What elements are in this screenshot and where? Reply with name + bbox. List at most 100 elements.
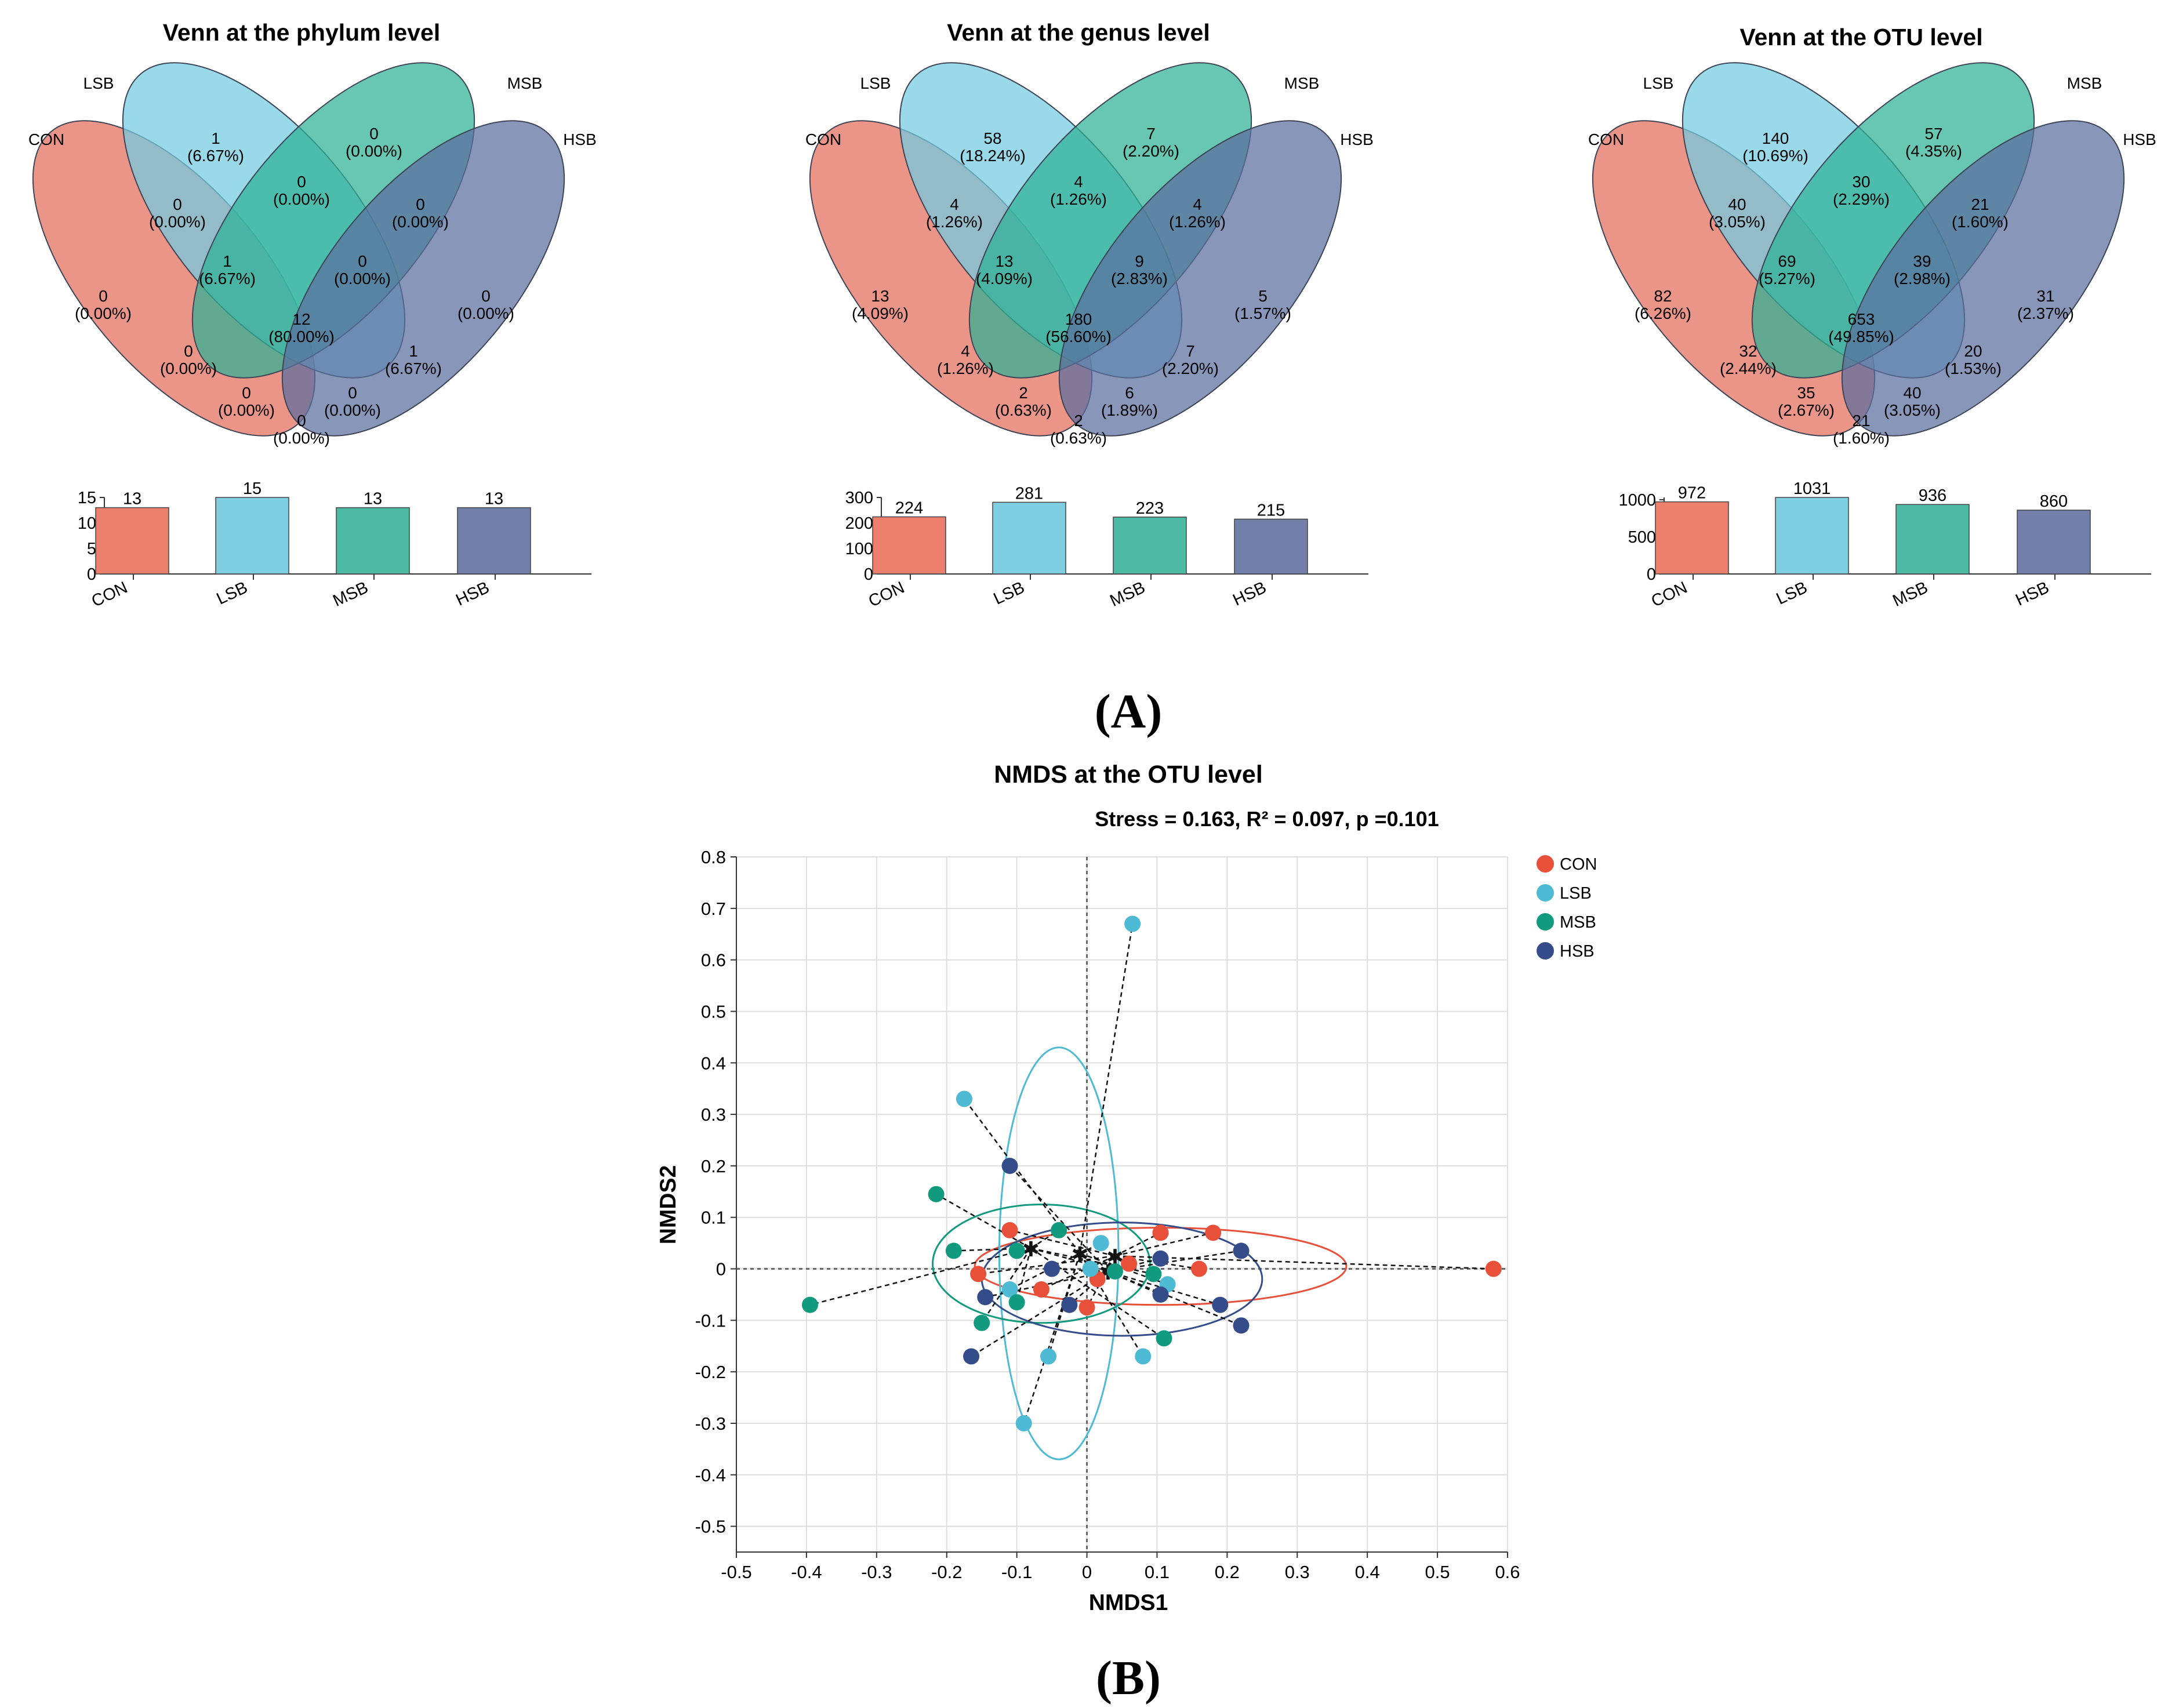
venn-region-count: 13 — [995, 252, 1013, 270]
spider-line-msb — [809, 1247, 1032, 1306]
nmds-stats: Stress = 0.163, R² = 0.097, p =0.101 — [1095, 807, 1439, 831]
venn-region-percent: (18.24%) — [960, 147, 1026, 165]
venn-region-percent: (1.60%) — [1952, 213, 2009, 231]
bar-con — [95, 507, 169, 575]
venn-region-count: 0 — [99, 287, 108, 305]
spider-line-msb — [1016, 1248, 1032, 1303]
point-msb — [1008, 1294, 1025, 1311]
spider-line-lsb — [1079, 1253, 1091, 1270]
x-tick-label: -0.5 — [721, 1562, 751, 1582]
y-tick-label: 0.5 — [701, 1001, 726, 1022]
x-tick-label: -0.2 — [931, 1562, 962, 1582]
point-lsb — [1082, 1260, 1099, 1277]
venn-region-count: 21 — [1852, 412, 1870, 430]
venn-region-percent: (2.67%) — [1778, 401, 1835, 419]
legend-marker-hsb — [1537, 942, 1554, 960]
point-msb — [1145, 1266, 1162, 1282]
venn-region-count: 0 — [297, 173, 306, 191]
point-lsb — [1015, 1415, 1032, 1431]
bar-y-tick-label: 0 — [864, 565, 873, 584]
y-tick-label: 0 — [716, 1259, 726, 1280]
bar-value-label: 15 — [243, 479, 262, 498]
venn-set-hsb — [1058, 120, 1342, 437]
bar-category-label: MSB — [330, 578, 371, 610]
venn-region-percent: (2.37%) — [2017, 304, 2074, 322]
point-con — [1078, 1299, 1095, 1316]
point-hsb — [1233, 1317, 1250, 1334]
y-tick-label: -0.2 — [695, 1362, 726, 1382]
bar-y-tick-label: 100 — [845, 540, 873, 558]
venn-region-count: 0 — [358, 252, 367, 270]
point-hsb — [1212, 1296, 1229, 1313]
venn-region-count: 69 — [1778, 252, 1796, 270]
venn-region-count: 35 — [1797, 384, 1815, 402]
point-msb — [974, 1314, 990, 1331]
venn-region-count: 140 — [1762, 129, 1789, 147]
venn-set-label: HSB — [2123, 130, 2156, 148]
venn-set-label: LSB — [1643, 74, 1674, 92]
spider-line-con — [1114, 1232, 1214, 1257]
venn-region-percent: (1.26%) — [937, 359, 994, 377]
x-tick-label: 0.4 — [1355, 1562, 1380, 1582]
venn-region-count: 4 — [1193, 195, 1202, 213]
point-msb — [945, 1242, 962, 1259]
venn-region-percent: (1.26%) — [926, 213, 983, 231]
venn-region-count: 6 — [1125, 384, 1134, 402]
venn-region-percent: (2.20%) — [1123, 142, 1179, 160]
bar-con — [872, 516, 946, 575]
x-tick-label: 0.1 — [1145, 1562, 1170, 1582]
venn-region-percent: (0.00%) — [273, 190, 330, 208]
venn-set-label: CON — [28, 130, 64, 148]
point-con — [1485, 1260, 1502, 1277]
spider-line-hsb — [1052, 1268, 1108, 1273]
y-tick-label: -0.3 — [695, 1413, 726, 1434]
spider-line-con — [1114, 1255, 1130, 1264]
y-tick-label: -0.1 — [695, 1310, 726, 1331]
point-msb — [1051, 1222, 1067, 1238]
venn-region-count: 0 — [173, 195, 182, 213]
venn-set-label: CON — [1588, 130, 1624, 148]
bar-value-label: 972 — [1678, 484, 1706, 503]
venn-region-count: 1 — [223, 252, 232, 270]
venn-region-percent: (1.26%) — [1169, 213, 1226, 231]
y-tick-label: 0.3 — [701, 1104, 726, 1125]
bar-category-label: MSB — [1890, 578, 1930, 610]
venn-set-label: HSB — [563, 130, 597, 148]
venn-region-count: 13 — [871, 287, 889, 305]
venn-region-count: 5 — [1258, 287, 1268, 305]
venn-region-percent: (1.26%) — [1050, 190, 1107, 208]
venn-region-count: 0 — [416, 195, 425, 213]
venn-region-count: 9 — [1135, 252, 1144, 270]
y-tick-label: -0.5 — [695, 1517, 726, 1537]
point-lsb — [956, 1091, 972, 1107]
venn-region-count: 1 — [211, 129, 220, 147]
bar-y-tick-label: 5 — [87, 540, 96, 558]
venn-region-count: 1 — [409, 342, 418, 360]
bar-value-label: 1031 — [1793, 479, 1831, 498]
y-tick-label: 0.8 — [701, 847, 726, 867]
y-axis-label: NMDS2 — [656, 1165, 681, 1245]
bar-hsb — [457, 507, 531, 575]
venn-region-count: 2 — [1019, 384, 1028, 402]
y-tick-label: 0.2 — [701, 1156, 726, 1176]
spider-line-con — [1114, 1255, 1494, 1270]
venn-region-percent: (2.20%) — [1162, 359, 1219, 377]
legend-label: CON — [1560, 855, 1597, 874]
venn-region-percent: (0.00%) — [324, 401, 381, 419]
nmds-title: NMDS at the OTU level — [994, 761, 1263, 788]
venn-region-percent: (0.00%) — [273, 429, 330, 447]
venn-region-percent: (80.00%) — [268, 328, 335, 346]
venn-region-percent: (0.00%) — [75, 304, 132, 322]
x-tick-label: -0.1 — [1001, 1562, 1032, 1582]
point-con — [1033, 1281, 1049, 1298]
venn-region-percent: (0.00%) — [334, 270, 391, 288]
y-tick-label: 0.7 — [701, 899, 726, 919]
venn-region-count: 57 — [1924, 125, 1942, 143]
point-lsb — [1001, 1281, 1018, 1298]
venn-region-percent: (0.63%) — [1050, 429, 1107, 447]
spider-line-con — [1086, 1255, 1116, 1308]
venn-region-percent: (2.44%) — [1720, 359, 1777, 377]
venn-region-count: 0 — [184, 342, 193, 360]
bar-y-tick-label: 0 — [1647, 565, 1656, 584]
